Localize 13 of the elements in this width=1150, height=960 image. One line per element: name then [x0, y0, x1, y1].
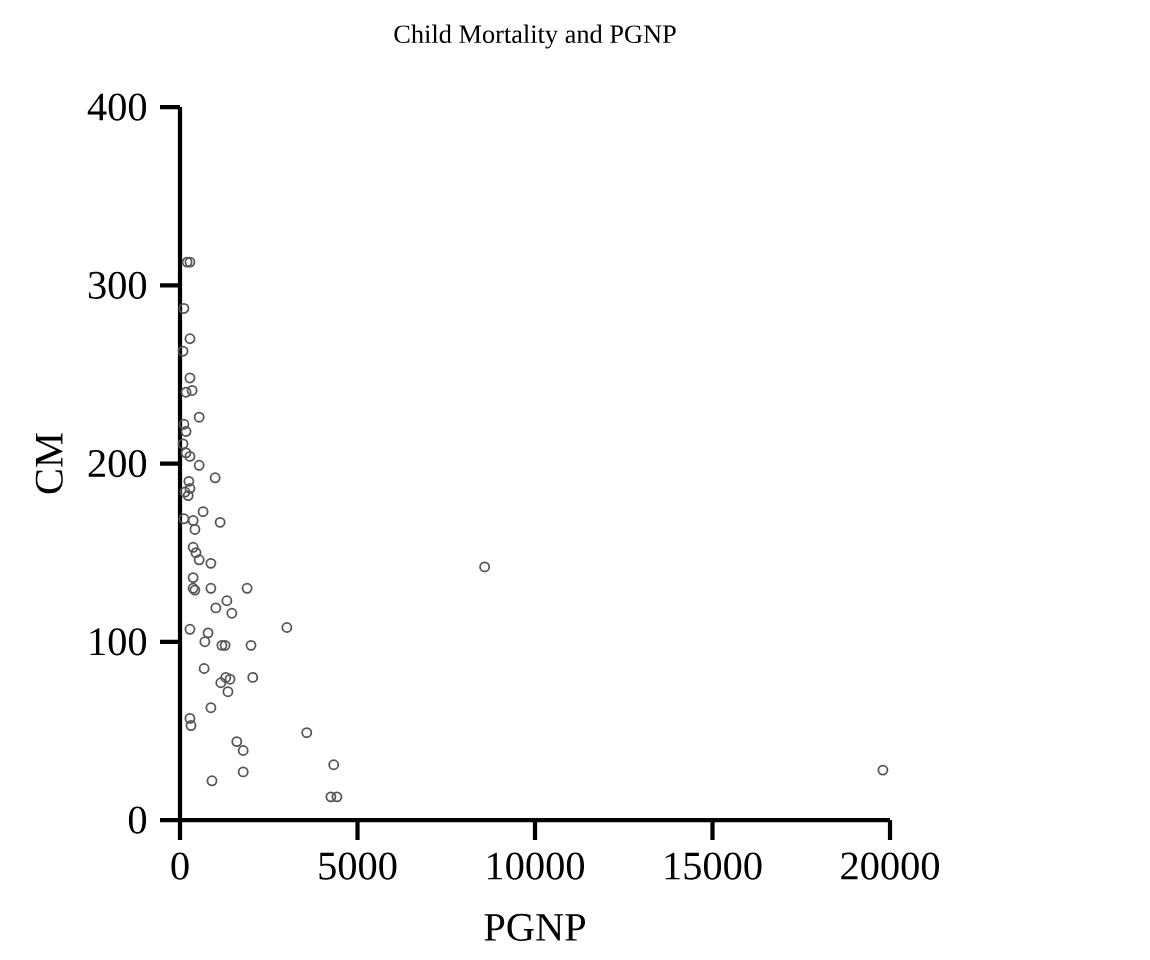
y-axis-title: CM	[35, 433, 63, 494]
x-tick-label: 20000	[841, 852, 940, 880]
chart-title: Child Mortality and PGNP	[394, 24, 676, 49]
x-tick-label: 10000	[488, 852, 585, 880]
y-tick-label: 300	[88, 271, 147, 299]
x-tick-label: 0	[171, 852, 189, 880]
y-tick-label: 200	[88, 449, 147, 478]
x-axis-title: PGNP	[484, 913, 586, 941]
y-tick-label: 0	[128, 806, 147, 834]
x-tick-label: 5000	[319, 852, 397, 880]
y-tick-label: 400	[87, 93, 147, 121]
x-tick-label: 15000	[665, 852, 762, 880]
y-tick-label: 100	[90, 628, 147, 656]
